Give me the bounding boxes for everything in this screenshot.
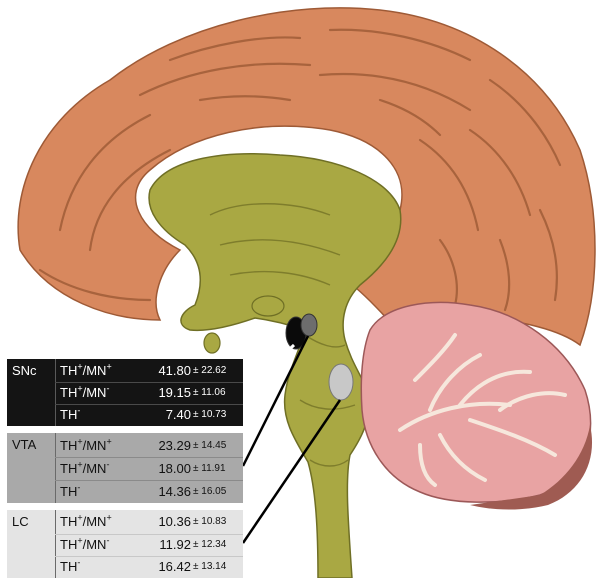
table-row: TH+/MN+ 23.29 ± 14.45 [7,436,243,458]
lc-panel: LC TH+/MN+ 10.36 ± 10.83 TH+/MN- 11.92 ±… [7,510,243,578]
cell-type: TH+/MN- [60,535,110,552]
cell-type: TH+/MN+ [60,436,112,453]
sd-value: ± 10.83 [193,516,227,527]
cerebellum-white-matter [398,333,567,487]
sd-value: ± 16.05 [193,486,227,497]
row-divider [55,404,243,405]
cortex-gyri [38,28,562,312]
table-row: TH+/MN+ 10.36 ± 10.83 [7,512,243,534]
sd-value: ± 13.14 [193,561,227,572]
mean-value: 14.36 [158,484,191,499]
sd-value: ± 14.45 [193,440,227,451]
region-label: SNc [12,363,37,378]
mean-value: 10.36 [158,514,191,529]
cerebellum-cortex-shadow [470,425,593,510]
table-row: TH- 16.42 ± 13.14 [7,557,243,579]
lc-leader-line [241,399,342,544]
locus-coeruleus-marker [328,363,354,401]
sd-value: ± 22.62 [193,365,227,376]
table-row: TH+/MN- 11.92 ± 12.34 [7,535,243,557]
table-row: TH- 14.36 ± 16.05 [7,482,243,504]
column-divider [55,359,56,426]
column-divider [55,510,56,578]
vta-panel: VTA TH+/MN+ 23.29 ± 14.45 TH+/MN- 18.00 … [7,433,243,503]
sd-value: ± 11.06 [193,387,226,398]
brainstem [148,153,402,578]
table-row: TH+/MN- 19.15 ± 11.06 [7,383,243,405]
cell-type: TH- [60,557,81,574]
sd-value: ± 11.91 [193,463,226,474]
mean-value: 7.40 [165,407,191,422]
snc-leader-line [241,343,296,395]
mean-value: 19.15 [158,385,191,400]
ventral-tegmental-area-marker [300,313,318,337]
row-divider [55,480,243,481]
row-divider [55,382,243,383]
row-divider [55,457,243,458]
cell-type: TH+/MN+ [60,512,112,529]
mean-value: 23.29 [158,438,191,453]
cell-type: TH- [60,482,81,499]
mean-value: 18.00 [158,461,191,476]
column-divider [55,433,56,503]
mean-value: 16.42 [158,559,191,574]
sd-value: ± 12.34 [193,539,227,550]
optic-chiasm [251,295,285,317]
vta-leader-line [241,335,310,467]
table-row: TH+/MN+ 41.80 ± 22.62 [7,361,243,383]
region-label: VTA [12,437,37,452]
snc-panel: SNc TH+/MN+ 41.80 ± 22.62 TH+/MN- 19.15 … [7,359,243,426]
region-label: LC [12,514,29,529]
mean-value: 11.92 [159,537,191,552]
row-divider [55,556,243,557]
sd-value: ± 10.73 [193,409,227,420]
pituitary [203,332,221,354]
cell-type: TH- [60,405,81,422]
table-row: TH- 7.40 ± 10.73 [7,405,243,427]
cell-type: TH+/MN+ [60,361,112,378]
mean-value: 41.80 [158,363,191,378]
row-divider [55,534,243,535]
table-row: TH+/MN- 18.00 ± 11.91 [7,459,243,481]
brainstem-contours [209,203,356,467]
cell-type: TH+/MN- [60,383,110,400]
cell-type: TH+/MN- [60,459,110,476]
